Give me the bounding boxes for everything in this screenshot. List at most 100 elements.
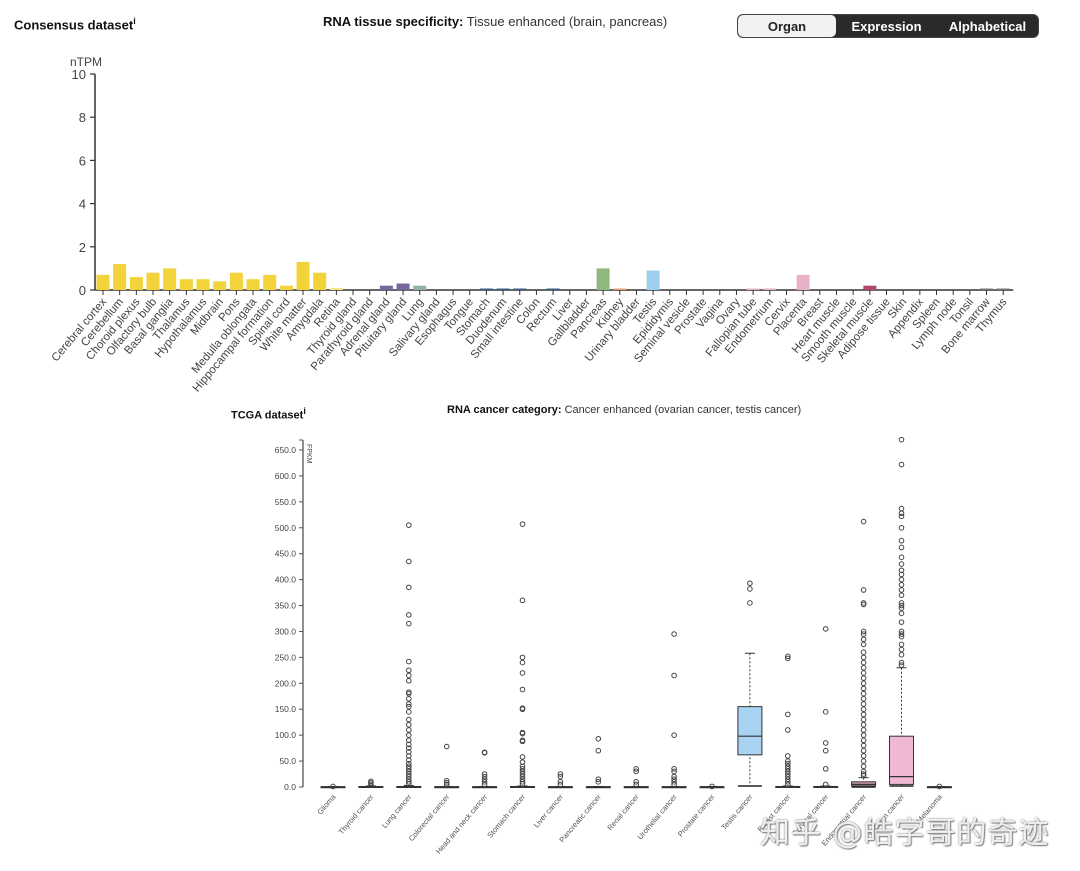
outlier-point: [443, 743, 450, 750]
outlier-point: [406, 741, 412, 748]
y-tick-label: 200.0: [275, 678, 297, 688]
outlier-point: [860, 696, 867, 702]
y-tick-label: 550.0: [275, 497, 297, 507]
bar: [196, 279, 210, 290]
outlier-point: [633, 781, 640, 788]
x-tick-label: Pancreatic cancer: [557, 792, 603, 844]
outlier-point: [860, 628, 867, 635]
bar: [413, 285, 427, 290]
outlier-point: [443, 781, 450, 788]
tcga-dataset-label: TCGA dataset: [231, 409, 304, 422]
bar: [496, 288, 510, 290]
outlier-point: [595, 735, 602, 742]
outlier-point: [822, 766, 829, 772]
outlier-point: [898, 554, 905, 561]
box-lung-cancer: [396, 522, 422, 788]
info-icon[interactable]: i: [303, 406, 306, 416]
outlier-point: [406, 721, 412, 728]
outlier-point: [898, 602, 905, 609]
outlier-point: [860, 737, 867, 744]
outlier-point: [860, 631, 867, 637]
cancer-category-label: RNA cancer category:: [447, 404, 562, 416]
rna-cancer-category: RNA cancer category: Cancer enhanced (ov…: [447, 404, 801, 416]
outlier-point: [519, 597, 526, 604]
bar: [163, 268, 177, 290]
box-liver-cancer: [547, 771, 573, 789]
bar: [546, 288, 560, 290]
outlier-point: [860, 654, 867, 661]
outlier-point: [671, 768, 677, 775]
y-axis-label: FPKM: [305, 444, 312, 464]
cancer-category-value: Cancer enhanced (ovarian cancer, testis …: [564, 404, 802, 416]
box-endometrial-cancer: [851, 518, 877, 788]
outlier-point: [406, 766, 412, 772]
sort-organ-button[interactable]: Organ: [738, 15, 836, 37]
outlier-point: [785, 655, 791, 662]
outlier-point: [481, 776, 488, 783]
outlier-point: [860, 701, 867, 707]
outlier-point: [406, 703, 412, 710]
y-tick-label: 150.0: [275, 704, 297, 714]
outlier-point: [519, 654, 526, 661]
outlier-point: [785, 766, 791, 772]
outlier-point: [860, 587, 867, 593]
outlier-point: [860, 763, 867, 770]
bar: [763, 288, 777, 290]
sort-alphabetical-button[interactable]: Alphabetical: [948, 18, 1027, 34]
outlier-point: [406, 677, 412, 684]
consensus-dataset-label: Consensus dataset: [14, 17, 134, 33]
box-cervical-cancer: [813, 626, 839, 788]
bar: [863, 285, 877, 290]
outlier-point: [557, 779, 564, 785]
outlier-point: [860, 641, 867, 648]
sort-toggle: Organ Expression Alphabetical: [737, 14, 1039, 38]
box: [737, 706, 763, 756]
outlier-point: [860, 706, 867, 713]
outlier-point: [785, 753, 791, 759]
box-breast-cancer: [775, 653, 801, 788]
y-tick-label: 500.0: [275, 523, 297, 533]
x-tick-label: Urothelial cancer: [636, 792, 679, 841]
bar: [213, 281, 227, 290]
y-tick-label: 0.0: [284, 782, 296, 792]
outlier-point: [898, 600, 905, 606]
outlier-point: [860, 772, 867, 779]
x-tick-label: Prostate cancer: [676, 792, 717, 838]
info-icon[interactable]: i: [133, 16, 136, 26]
outlier-point: [860, 675, 867, 681]
box-urothelial-cancer: [661, 631, 687, 789]
outlier-point: [898, 436, 905, 443]
outlier-point: [785, 776, 791, 783]
outlier-point: [898, 651, 905, 658]
outlier-point: [671, 779, 677, 785]
outlier-point: [481, 749, 488, 756]
outlier-point: [406, 727, 412, 733]
outlier-point: [406, 620, 412, 627]
outlier-point: [481, 779, 488, 785]
outlier-point: [406, 584, 412, 591]
bar: [279, 285, 293, 290]
outlier-point: [898, 582, 905, 588]
outlier-point: [406, 522, 412, 528]
outlier-point: [519, 738, 526, 745]
bar: [146, 272, 160, 290]
sort-expression-button[interactable]: Expression: [851, 18, 922, 34]
outlier-point: [406, 768, 412, 775]
outlier-point: [406, 701, 412, 707]
outlier-point: [747, 580, 753, 587]
outlier-point: [633, 768, 640, 775]
specificity-value: Tissue enhanced (brain, pancreas): [466, 14, 668, 29]
outlier-point: [519, 766, 526, 772]
outlier-point: [519, 730, 526, 737]
outlier-point: [860, 753, 867, 759]
outlier-point: [443, 777, 450, 784]
bar: [229, 272, 243, 290]
box-melanoma: [926, 783, 952, 790]
outlier-point: [860, 711, 867, 718]
y-tick-label: 0: [79, 283, 86, 298]
x-tick-label: Lung cancer: [380, 792, 414, 830]
y-tick-label: 250.0: [275, 652, 297, 662]
bar: [596, 268, 610, 290]
outlier-point: [860, 727, 867, 733]
y-tick-label: 50.0: [279, 756, 296, 766]
